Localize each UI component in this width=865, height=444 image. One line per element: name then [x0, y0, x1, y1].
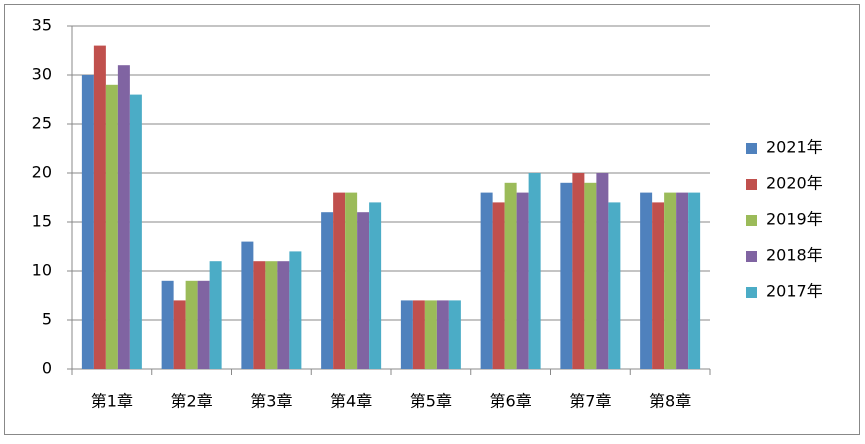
bar — [241, 241, 254, 369]
x-tick-label: 第8章 — [649, 392, 691, 411]
bar — [265, 261, 278, 369]
bar — [560, 182, 573, 369]
bar — [289, 251, 302, 369]
bar — [608, 202, 621, 369]
x-tick-label: 第6章 — [490, 392, 532, 411]
x-tick-label: 第3章 — [250, 392, 292, 411]
y-tick-label: 5 — [42, 310, 52, 329]
bar — [504, 182, 517, 369]
x-tick-label: 第1章 — [91, 392, 133, 411]
bar — [688, 192, 701, 369]
bar — [81, 75, 94, 369]
bar — [321, 212, 334, 369]
legend-label: 2019年 — [766, 210, 823, 229]
bar — [652, 202, 665, 369]
legend-swatch — [746, 215, 757, 226]
bar — [676, 192, 689, 369]
legend-label: 2021年 — [766, 138, 823, 157]
bar — [528, 173, 541, 369]
bar — [161, 280, 174, 369]
bar — [436, 300, 449, 369]
bar — [345, 192, 358, 369]
bar — [197, 280, 210, 369]
legend-label: 2017年 — [766, 282, 823, 301]
bar — [209, 261, 222, 369]
bar — [333, 192, 346, 369]
legend-swatch — [746, 143, 757, 154]
bar — [424, 300, 437, 369]
x-tick-label: 第4章 — [330, 392, 372, 411]
bar — [369, 202, 382, 369]
legend-swatch — [746, 287, 757, 298]
bar — [277, 261, 290, 369]
x-tick-label: 第7章 — [569, 392, 611, 411]
bar — [412, 300, 425, 369]
bar — [253, 261, 266, 369]
y-tick-label: 30 — [32, 65, 52, 84]
legend-label: 2020年 — [766, 174, 823, 193]
y-tick-label: 35 — [32, 16, 52, 35]
bar — [596, 173, 609, 369]
bar — [448, 300, 461, 369]
bar — [357, 212, 370, 369]
bar — [640, 192, 653, 369]
x-tick-label: 第2章 — [171, 392, 213, 411]
legend-swatch — [746, 179, 757, 190]
bar — [516, 192, 529, 369]
bar — [480, 192, 493, 369]
bar — [664, 192, 677, 369]
bar — [185, 280, 198, 369]
legend-label: 2018年 — [766, 246, 823, 265]
bar — [105, 84, 118, 370]
y-tick-label: 10 — [32, 261, 52, 280]
bar — [173, 300, 186, 369]
bar — [93, 45, 106, 369]
x-tick-label: 第5章 — [410, 392, 452, 411]
bar — [400, 300, 413, 369]
y-tick-label: 15 — [32, 212, 52, 231]
bar — [584, 182, 597, 369]
y-tick-label: 25 — [32, 114, 52, 133]
bar — [492, 202, 505, 369]
y-tick-label: 20 — [32, 163, 52, 182]
legend-swatch — [746, 251, 757, 262]
bar — [572, 173, 585, 369]
bar — [117, 65, 130, 369]
y-tick-label: 0 — [42, 359, 52, 378]
bar — [129, 94, 142, 369]
